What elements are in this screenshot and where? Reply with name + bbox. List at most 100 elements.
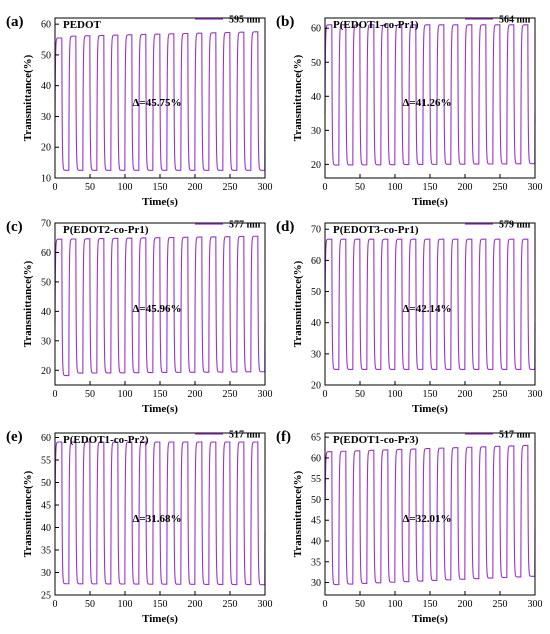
y-tick-label: 20 (41, 143, 51, 154)
x-tick-label: 150 (153, 182, 168, 193)
y-tick-label: 70 (41, 219, 51, 230)
x-tick-label: 200 (458, 599, 473, 610)
y-tick-label: 50 (41, 50, 51, 61)
y-tick-label: 60 (41, 248, 51, 259)
x-tick-label: 200 (188, 389, 203, 400)
y-tick-label: 20 (311, 381, 321, 392)
x-tick-label: 250 (223, 389, 238, 400)
y-tick-label: 40 (41, 307, 51, 318)
delta-annotation: Δ=31.68% (133, 513, 182, 525)
y-tick-label: 20 (41, 366, 51, 377)
y-axis-label: Transmittance(%) (22, 470, 34, 557)
panel-title: P(EDOT2-co-Pr1) (63, 224, 149, 236)
y-axis-label: Transmittance(%) (22, 260, 34, 347)
delta-annotation: Δ=32.01% (403, 513, 452, 525)
x-axis-label: Time(s) (412, 403, 448, 415)
x-tick-label: 50 (355, 599, 365, 610)
y-tick-label: 65 (311, 433, 321, 444)
x-tick-label: 300 (528, 599, 543, 610)
transmittance-series-line (324, 24, 536, 166)
x-tick-label: 150 (423, 389, 438, 400)
x-tick-label: 250 (223, 182, 238, 193)
x-tick-label: 100 (388, 182, 403, 193)
legend-label: 595 nm (229, 15, 261, 26)
transmittance-series-line (324, 238, 536, 370)
y-tick-label: 60 (311, 24, 321, 35)
x-tick-label: 300 (258, 599, 273, 610)
x-tick-label: 0 (53, 389, 58, 400)
y-axis-label: Transmittance(%) (292, 54, 304, 141)
y-tick-label: 30 (311, 349, 321, 360)
x-axis-label: Time(s) (412, 196, 448, 208)
x-tick-label: 100 (118, 599, 133, 610)
x-tick-label: 250 (493, 182, 508, 193)
x-tick-label: 100 (118, 182, 133, 193)
y-tick-label: 40 (41, 523, 51, 534)
x-tick-label: 0 (323, 389, 328, 400)
legend-label: 564 nm (499, 15, 531, 26)
y-axis-label: Transmittance(%) (22, 54, 34, 141)
x-tick-label: 100 (388, 389, 403, 400)
x-tick-label: 0 (323, 182, 328, 193)
x-tick-label: 200 (458, 182, 473, 193)
chart-panel-5: 0 50 100 150 200 250 300 25 30 35 40 45 50 55 60 Time(s… (6, 429, 273, 625)
panel-title: P(EDOT3-co-Pr1) (333, 224, 419, 236)
x-tick-label: 150 (423, 599, 438, 610)
x-axis-label: Time(s) (142, 196, 178, 208)
transmittance-series-line (54, 441, 266, 586)
x-tick-label: 200 (188, 182, 203, 193)
panel-label: (d) (276, 219, 294, 235)
y-tick-label: 70 (311, 225, 321, 236)
y-tick-label: 60 (311, 256, 321, 267)
y-tick-label: 30 (311, 126, 321, 137)
x-tick-label: 150 (153, 389, 168, 400)
y-tick-label: 50 (41, 277, 51, 288)
y-tick-label: 35 (41, 546, 51, 557)
chart-panel-6: 0 50 100 150 200 250 300 30 35 40 45 50 55 60 65 Time(s… (276, 429, 543, 625)
x-tick-label: 50 (355, 389, 365, 400)
x-tick-label: 100 (388, 599, 403, 610)
chart-panel-1: 0 50 100 150 200 250 300 10 20 30 40 50 60 Time(s) Tra… (6, 14, 273, 208)
panel-title: PEDOT (63, 19, 102, 31)
panel-label: (a) (6, 14, 24, 30)
y-axis-label: Transmittance(%) (292, 260, 304, 347)
y-tick-label: 40 (311, 537, 321, 548)
transmittance-series-line (54, 31, 266, 171)
x-tick-label: 300 (258, 389, 273, 400)
legend-label: 517 nm (499, 430, 531, 441)
legend-label: 517 nm (229, 430, 261, 441)
x-tick-label: 100 (118, 389, 133, 400)
x-axis-label: Time(s) (142, 613, 178, 625)
y-tick-label: 40 (41, 81, 51, 92)
legend-label: 579 nm (499, 220, 531, 231)
y-tick-label: 35 (311, 557, 321, 568)
y-tick-label: 60 (41, 433, 51, 444)
y-tick-label: 45 (311, 516, 321, 527)
x-tick-label: 300 (528, 389, 543, 400)
chart-panel-2: 0 50 100 150 200 250 300 20 30 40 50 60 Time(s) Trans… (276, 14, 543, 208)
x-tick-label: 0 (53, 182, 58, 193)
transmittance-series-line (54, 235, 266, 377)
y-tick-label: 25 (41, 591, 51, 602)
y-axis-label: Transmittance(%) (292, 470, 304, 557)
x-axis-label: Time(s) (412, 613, 448, 625)
panel-label: (c) (6, 219, 23, 235)
x-tick-label: 200 (458, 389, 473, 400)
delta-annotation: Δ=45.96% (133, 303, 182, 315)
panel-label: (e) (6, 429, 23, 445)
legend-label: 577 nm (229, 220, 261, 231)
panel-title: P(EDOT1-co-Pr1) (333, 19, 419, 31)
y-tick-label: 50 (311, 58, 321, 69)
y-tick-label: 30 (41, 112, 51, 123)
x-tick-label: 0 (323, 599, 328, 610)
y-tick-label: 50 (311, 495, 321, 506)
x-tick-label: 0 (53, 599, 58, 610)
y-tick-label: 40 (311, 92, 321, 103)
delta-annotation: Δ=45.75% (133, 97, 182, 109)
y-tick-label: 30 (41, 336, 51, 347)
y-tick-label: 10 (41, 174, 51, 185)
x-tick-label: 300 (528, 182, 543, 193)
x-axis-label: Time(s) (142, 403, 178, 415)
y-tick-label: 30 (311, 578, 321, 589)
